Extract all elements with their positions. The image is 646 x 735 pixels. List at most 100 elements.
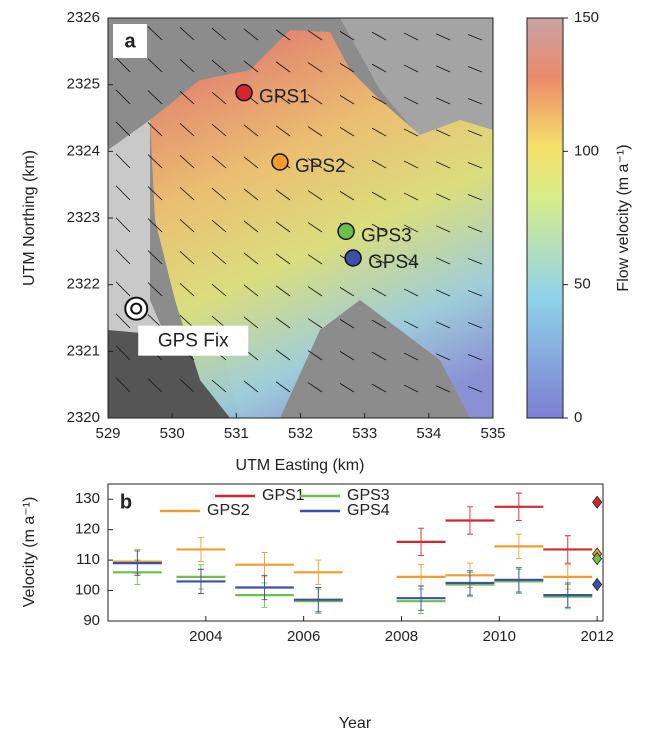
flow-arrow: [371, 319, 387, 329]
gps-label: GPS1: [259, 87, 310, 108]
flow-arrow: [179, 123, 195, 137]
flow-arrow: [275, 125, 291, 137]
flow-arrow: [307, 94, 323, 105]
gps-label: GPS Fix: [158, 331, 229, 352]
flow-arrow: [211, 59, 227, 73]
flow-arrow: [307, 254, 323, 265]
flow-arrow: [275, 93, 291, 105]
y-tick-label: 110: [76, 551, 100, 568]
flow-arrow: [403, 96, 419, 105]
colorbar-tick-label: 50: [574, 276, 591, 293]
flow-arrow: [435, 97, 451, 105]
flow-arrows: [115, 25, 483, 393]
flow-arrow: [115, 249, 131, 265]
flow-arrow: [275, 317, 291, 329]
error-bar: [315, 587, 322, 613]
flow-arrow: [307, 126, 323, 137]
y-tick-label: 2323: [67, 209, 100, 226]
flow-arrow: [211, 27, 227, 41]
y-tick-label: 2321: [67, 342, 100, 359]
x-tick-label: 530: [160, 425, 185, 442]
colorbar-tick-label: 100: [574, 142, 599, 159]
flow-arrow: [243, 188, 259, 201]
flow-arrow: [403, 256, 419, 265]
flow-arrow: [211, 283, 227, 297]
flow-arrow: [403, 160, 419, 169]
panel-label-box: [113, 24, 147, 58]
flow-arrow: [307, 286, 323, 297]
error-bar: [466, 506, 473, 535]
error-bar: [515, 533, 522, 560]
error-bar: [515, 567, 522, 593]
flow-arrow: [115, 89, 131, 105]
legend-label: GPS3: [347, 487, 390, 504]
flow-arrow: [275, 349, 291, 361]
map-background: [108, 18, 493, 418]
flow-arrow: [115, 185, 131, 201]
flow-arrow: [403, 32, 419, 41]
flow-arrow: [435, 353, 451, 361]
flow-arrow: [243, 252, 259, 265]
flow-arrow: [211, 379, 227, 393]
legend-label: GPS2: [207, 502, 250, 519]
panel-label: b: [120, 491, 132, 513]
gps-marker: [344, 249, 362, 267]
flow-arrow: [243, 380, 259, 393]
flow-arrow: [275, 189, 291, 201]
flow-arrow: [339, 63, 355, 73]
x-tick-label: 2010: [483, 628, 516, 645]
panel-label-box: [112, 489, 140, 515]
flow-arrow: [467, 34, 483, 41]
flow-arrow: [307, 62, 323, 73]
flow-arrow: [435, 257, 451, 265]
flow-arrow: [243, 124, 259, 137]
flow-arrow: [403, 288, 419, 297]
flow-arrow: [339, 95, 355, 105]
flow-arrow: [147, 122, 163, 137]
flow-arrow: [307, 318, 323, 329]
flow-arrow: [179, 59, 195, 73]
flow-arrow: [147, 250, 163, 265]
flow-arrow: [467, 386, 483, 393]
x-tick-label: 2006: [287, 628, 320, 645]
campaign-point: [592, 495, 603, 509]
error-bar: [197, 536, 204, 563]
flow-arrow: [339, 127, 355, 137]
gps-label: GPS2: [295, 156, 346, 177]
panel-label: a: [124, 30, 136, 52]
gps-marker: [235, 83, 253, 102]
campaign-point: [592, 551, 603, 566]
flow-arrow: [211, 187, 227, 201]
y-tick-label: 2324: [67, 142, 100, 159]
y-tick-label: 120: [75, 521, 100, 538]
y-tick-label: 2322: [67, 276, 100, 293]
flow-arrow: [339, 191, 355, 201]
flow-arrow: [307, 222, 323, 233]
y-axis-label: UTM Northing (km): [21, 150, 38, 286]
error-bar: [466, 570, 473, 596]
flow-arrow: [115, 345, 131, 361]
flow-arrow: [467, 194, 483, 201]
flow-arrow: [179, 251, 195, 265]
flow-arrow: [467, 98, 483, 105]
flow-arrow: [211, 251, 227, 265]
flow-arrow: [371, 255, 387, 265]
flow-arrow: [435, 193, 451, 201]
flow-arrow: [211, 91, 227, 105]
flow-arrow: [243, 316, 259, 329]
flow-arrow: [339, 383, 355, 393]
flow-arrow: [147, 282, 163, 297]
flow-arrow: [179, 219, 195, 233]
flow-arrow: [147, 218, 163, 233]
flow-arrow: [467, 130, 483, 137]
flow-arrow: [147, 26, 163, 41]
flow-arrow: [179, 91, 195, 105]
y-tick-label: 2326: [67, 9, 100, 26]
y-tick-label: 100: [75, 582, 100, 599]
colorbar: [526, 17, 564, 419]
x-tick-label: 2004: [189, 628, 222, 645]
flow-arrow: [467, 162, 483, 169]
legend-label: GPS1: [262, 487, 305, 504]
gps-marker: [271, 153, 289, 171]
x-tick-label: 2012: [580, 628, 613, 645]
